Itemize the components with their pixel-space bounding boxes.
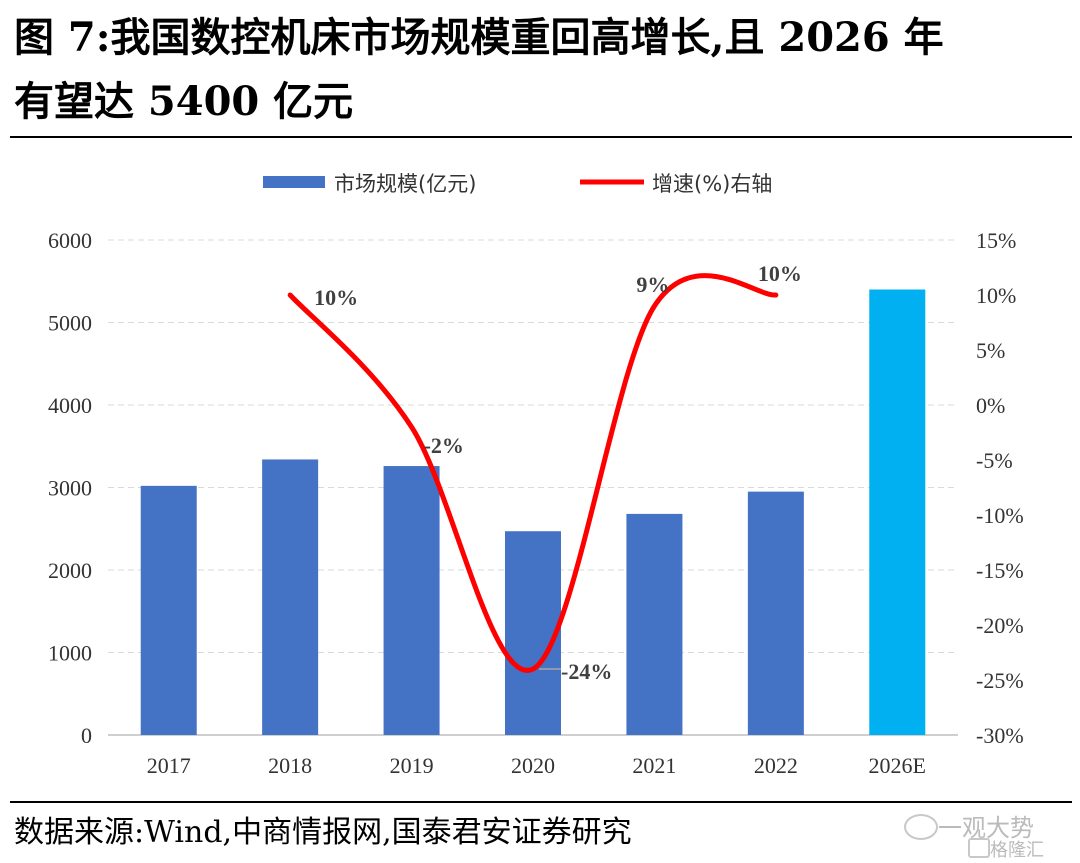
x-tick-label: 2020: [511, 753, 555, 778]
data-label: -24%: [561, 659, 612, 684]
title-line-2: 有望达 5400 亿元: [14, 78, 354, 125]
y-right-tick-label: -20%: [976, 613, 1024, 638]
bar: [626, 513, 683, 735]
data-label: -2%: [424, 433, 464, 458]
top-divider: [10, 136, 1072, 138]
legend-label-bar: 市场规模(亿元): [334, 172, 476, 196]
x-tick-label: 2018: [268, 753, 312, 778]
y-left-tick-label: 4000: [48, 393, 92, 418]
data-label: 10%: [314, 285, 358, 310]
x-tick-label: 2021: [632, 753, 676, 778]
bar: [869, 289, 926, 735]
y-left-tick-label: 0: [81, 723, 92, 748]
legend-label-line: 增速(%)右轴: [652, 172, 772, 196]
legend-swatch-bar: [263, 176, 325, 188]
y-left-tick-label: 1000: [48, 641, 92, 666]
y-left-tick-label: 6000: [48, 228, 92, 253]
wechat-icon: [904, 814, 938, 840]
market-size-chart: 0 1000 2000 3000 4000 5000 6000 -30% -25% -20% -15…: [48, 172, 1024, 778]
y-left-tick-label: 3000: [48, 476, 92, 501]
bar: [262, 459, 319, 735]
x-tick-label: 2026E: [869, 753, 926, 778]
bar: [383, 466, 440, 735]
y-right-tick-label: -15%: [976, 558, 1024, 583]
watermark: 一观大势 格隆汇: [878, 808, 1074, 861]
y-right-tick-label: -25%: [976, 668, 1024, 693]
bar: [505, 531, 561, 735]
data-label: 9%: [636, 272, 669, 297]
y-right-tick-label: -5%: [976, 448, 1013, 473]
x-tick-label: 2017: [147, 753, 191, 778]
title-line-1: 图 7:我国数控机床市场规模重回高增长,且 2026 年: [14, 14, 944, 61]
source-note: 数据来源:Wind,中商情报网,国泰君安证券研究: [14, 815, 632, 850]
y-right-tick-label: 15%: [976, 228, 1016, 253]
watermark-line-1: 一观大势: [938, 814, 1034, 842]
y-right-tick-label: -10%: [976, 503, 1024, 528]
y-left-tick-label: 2000: [48, 558, 92, 583]
gelonghui-logo-icon: [968, 838, 990, 858]
x-tick-label: 2019: [390, 753, 434, 778]
growth-line: [287, 273, 779, 673]
data-label: 10%: [758, 261, 802, 286]
y-right-tick-label: 10%: [976, 283, 1016, 308]
bar: [140, 485, 197, 735]
bottom-divider: [10, 801, 1072, 803]
y-right-tick-label: -30%: [976, 723, 1024, 748]
y-right-tick-label: 0%: [976, 393, 1005, 418]
page-title: 图 7:我国数控机床市场规模重回高增长,且 2026 年 有望达 5400 亿元: [14, 6, 1074, 134]
x-tick-label: 2022: [754, 753, 798, 778]
y-right-tick-label: 5%: [976, 338, 1005, 363]
watermark-line-2: 格隆汇: [990, 840, 1044, 861]
bar: [747, 491, 804, 735]
y-left-tick-label: 5000: [48, 311, 92, 336]
